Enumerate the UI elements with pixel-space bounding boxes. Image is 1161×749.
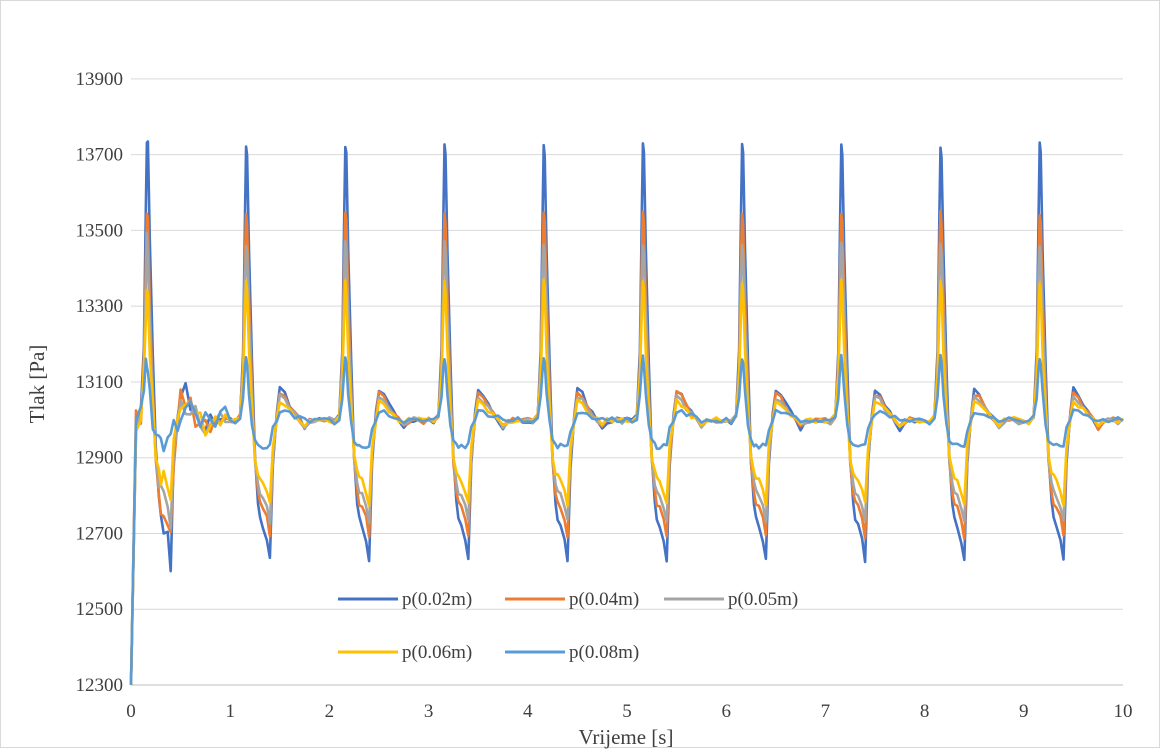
legend-label: p(0.05m) (728, 589, 798, 610)
y-tick-label: 13900 (76, 69, 124, 90)
x-tick-label: 6 (721, 701, 731, 722)
x-tick-label: 5 (622, 701, 632, 722)
y-axis-ticks: 12300 12500 12700 12900 13100 13300 13500 13700… (76, 69, 124, 696)
y-tick-label: 13300 (76, 296, 124, 317)
legend: p(0.02m) p(0.04m) p(0.05m) p(0.06m) p(0.08m) (338, 589, 798, 663)
x-tick-label: 2 (325, 701, 335, 722)
x-tick-label: 9 (1019, 701, 1029, 722)
x-tick-label: 1 (225, 701, 235, 722)
legend-label: p(0.02m) (402, 589, 472, 610)
x-tick-label: 7 (821, 701, 831, 722)
y-tick-label: 12500 (76, 599, 124, 620)
y-tick-label: 13500 (76, 220, 124, 241)
x-axis-title: Vrijeme [s] (579, 725, 674, 749)
series-line-p(0.08m) (129, 353, 1124, 686)
series-line-p(0.05m) (129, 231, 1124, 686)
y-tick-label: 12900 (76, 448, 124, 469)
x-tick-label: 10 (1114, 701, 1133, 722)
x-tick-label: 8 (920, 701, 930, 722)
x-tick-label: 4 (523, 701, 533, 722)
series-line-p(0.06m) (129, 278, 1124, 686)
legend-label: p(0.08m) (569, 642, 639, 663)
y-tick-label: 12700 (76, 523, 124, 544)
y-tick-label: 12300 (76, 675, 124, 696)
legend-label: p(0.04m) (569, 589, 639, 610)
x-tick-label: 3 (424, 701, 434, 722)
y-tick-label: 13700 (76, 145, 124, 166)
x-tick-label: 0 (126, 701, 136, 722)
gridlines (131, 78, 1123, 610)
y-axis-title: Tlak [Pa] (25, 345, 49, 424)
series-lines (129, 140, 1124, 686)
x-axis-ticks: 0 1 2 3 4 5 6 7 8 9 10 (126, 701, 1132, 722)
legend-label: p(0.06m) (402, 642, 472, 663)
y-tick-label: 13100 (76, 372, 124, 393)
series-line-p(0.04m) (129, 209, 1124, 686)
